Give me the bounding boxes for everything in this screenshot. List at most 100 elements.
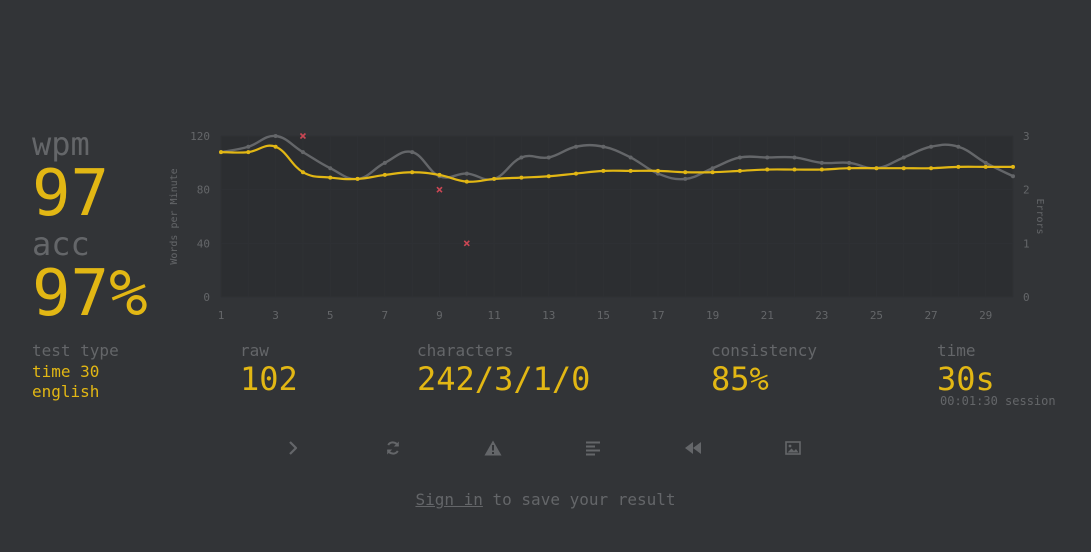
wpm-point — [929, 166, 934, 171]
wpm-point — [847, 166, 852, 171]
raw-point — [710, 166, 715, 171]
time-value: 30s — [937, 360, 995, 398]
backward-icon — [685, 442, 701, 454]
plot-area — [221, 136, 1013, 297]
x-tick-label: 29 — [979, 309, 992, 322]
consistency-value: 85% — [711, 360, 769, 398]
wpm-line — [220, 144, 1013, 183]
error-marker — [463, 240, 470, 247]
x-tick-label: 3 — [272, 309, 279, 322]
x-tick-label: 23 — [815, 309, 828, 322]
wpm-point — [901, 166, 906, 171]
y-tick-label-left: 0 — [203, 291, 210, 304]
test-type-label: test type — [32, 341, 119, 360]
restart-test-button[interactable] — [381, 436, 405, 460]
raw-point — [273, 134, 278, 138]
consistency-label: consistency — [711, 341, 817, 360]
characters-label: characters — [417, 341, 514, 360]
wpm-point — [382, 172, 387, 177]
x-tick-label: 13 — [542, 309, 555, 322]
raw-point — [382, 160, 387, 165]
wpm-point — [464, 179, 469, 184]
raw-point — [956, 144, 961, 149]
wpm-point — [219, 150, 223, 155]
x-tick-label: 7 — [382, 309, 389, 322]
wpm-point — [273, 144, 278, 149]
wpm-point — [983, 164, 988, 169]
y-tick-label-right: 2 — [1023, 184, 1030, 197]
replay-button[interactable] — [681, 436, 705, 460]
raw-point — [737, 155, 742, 160]
wpm-point — [410, 170, 415, 175]
x-tick-label: 27 — [924, 309, 937, 322]
next-test-button[interactable] — [281, 436, 305, 460]
wpm-point — [628, 168, 633, 173]
wpm-point — [655, 168, 660, 173]
raw-point — [929, 144, 934, 149]
y-axis-label-right: Errors — [1034, 198, 1045, 234]
wpm-point — [328, 175, 333, 180]
raw-label: raw — [240, 341, 269, 360]
warning-icon — [484, 440, 502, 456]
raw-point — [246, 144, 251, 149]
wpm-point — [601, 168, 606, 173]
acc-label: acc — [32, 225, 90, 263]
y-tick-label-right: 1 — [1023, 237, 1030, 250]
error-marker — [436, 186, 443, 193]
wpm-label: wpm — [32, 125, 90, 163]
y-tick-label-right: 3 — [1023, 130, 1030, 143]
refresh-icon — [387, 441, 399, 455]
save-screenshot-button[interactable] — [781, 436, 805, 460]
wpm-point — [546, 174, 551, 179]
image-icon — [785, 441, 801, 455]
wpm-point — [300, 170, 305, 175]
wpm-point — [355, 176, 360, 181]
raw-point — [328, 166, 333, 171]
raw-point — [901, 155, 906, 160]
y-tick-label-left: 120 — [190, 130, 210, 143]
wpm-point — [792, 167, 797, 172]
characters-value: 242/3/1/0 — [417, 360, 591, 398]
x-tick-label: 15 — [597, 309, 610, 322]
raw-point — [546, 155, 551, 160]
raw-point — [628, 155, 633, 160]
raw-point — [410, 150, 415, 155]
wpm-point — [819, 167, 824, 172]
test-type-mode: time 30 — [32, 362, 100, 381]
x-tick-label: 11 — [487, 309, 500, 322]
raw-point — [819, 160, 824, 165]
wpm-point — [492, 176, 497, 181]
wpm-point — [737, 168, 742, 173]
wpm-point — [437, 172, 442, 177]
align-left-icon — [586, 441, 600, 456]
test-type-language: english — [32, 382, 100, 401]
raw-point — [464, 171, 469, 176]
x-tick-label: 25 — [870, 309, 883, 322]
chevron-right-icon — [289, 441, 298, 455]
sign-in-rest: to save your result — [482, 490, 676, 509]
action-buttons — [0, 436, 1091, 460]
time-session: 00:01:30 session — [940, 394, 1056, 408]
raw-point — [601, 144, 606, 149]
raw-value: 102 — [240, 360, 298, 398]
word-history-button[interactable] — [581, 436, 605, 460]
x-tick-label: 5 — [327, 309, 334, 322]
wpm-point — [246, 150, 251, 155]
wpm-point — [519, 175, 524, 180]
sign-in-link[interactable]: Sign in — [415, 490, 483, 509]
x-tick-label: 19 — [706, 309, 719, 322]
y-tick-label-right: 0 — [1023, 291, 1030, 304]
raw-point — [519, 155, 524, 160]
time-label: time — [937, 341, 976, 360]
wpm-point — [574, 171, 579, 176]
x-tick-label: 21 — [761, 309, 774, 322]
wpm-point — [956, 164, 961, 169]
x-tick-label: 9 — [436, 309, 443, 322]
wpm-point — [1011, 164, 1015, 169]
report-button[interactable] — [481, 436, 505, 460]
raw-point — [300, 150, 305, 155]
raw-point — [1011, 174, 1015, 179]
raw-point — [765, 155, 770, 160]
